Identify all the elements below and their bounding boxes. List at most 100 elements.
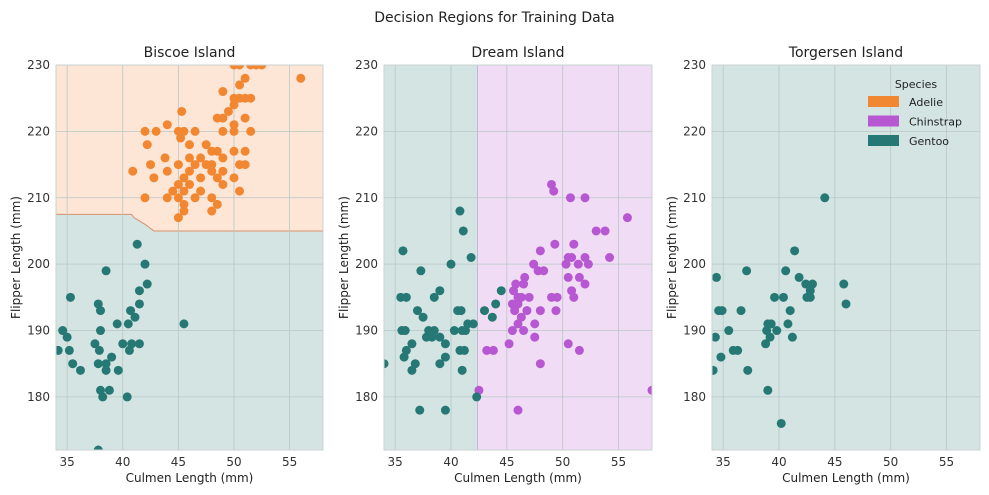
point-adelie [179, 173, 189, 183]
legend-swatch-adelie [868, 96, 899, 107]
y-tick-label: 210 [355, 191, 378, 205]
point-gentoo [134, 299, 144, 309]
point-gentoo [435, 332, 445, 342]
point-gentoo [101, 365, 111, 375]
point-gentoo [410, 359, 420, 369]
point-adelie [218, 166, 228, 176]
point-adelie [240, 113, 250, 123]
point-chinstrap [482, 345, 492, 355]
x-tick-label: 55 [611, 455, 626, 469]
point-adelie [173, 193, 183, 203]
y-tick-label: 210 [683, 191, 706, 205]
point-gentoo [743, 365, 753, 375]
point-chinstrap [569, 292, 579, 302]
panel-title: Biscoe Island [144, 45, 236, 61]
point-gentoo [118, 339, 128, 349]
y-tick-label: 220 [355, 124, 378, 138]
point-chinstrap [539, 266, 549, 276]
point-gentoo [736, 306, 746, 316]
point-adelie [179, 199, 189, 209]
y-tick-label: 190 [355, 324, 378, 338]
point-gentoo [113, 365, 123, 375]
point-adelie [218, 179, 228, 189]
point-adelie [229, 146, 239, 156]
point-chinstrap [549, 186, 559, 196]
point-chinstrap [530, 332, 540, 342]
point-gentoo [472, 392, 482, 402]
point-chinstrap [513, 299, 523, 309]
point-gentoo [407, 365, 417, 375]
point-gentoo [496, 286, 506, 296]
point-gentoo [407, 339, 417, 349]
y-tick-label: 180 [27, 390, 50, 404]
point-gentoo [123, 319, 133, 329]
point-adelie [151, 126, 161, 136]
point-adelie [190, 126, 200, 136]
x-tick-label: 35 [716, 455, 731, 469]
panel-title: Dream Island [471, 45, 564, 61]
point-gentoo [785, 306, 795, 316]
point-adelie [140, 193, 150, 203]
point-adelie [229, 126, 239, 136]
point-chinstrap [647, 385, 652, 395]
point-chinstrap [516, 312, 526, 322]
point-gentoo [98, 392, 108, 402]
point-adelie [173, 179, 183, 189]
point-chinstrap [580, 253, 590, 262]
region-gentoo [712, 65, 980, 450]
point-gentoo [112, 319, 122, 329]
panel-dream-island: 35 40 45 50 55 180 190 200 210 220 230 Dream Island… [337, 45, 653, 485]
point-adelie [212, 173, 222, 183]
point-gentoo [787, 332, 797, 342]
point-gentoo [459, 345, 469, 355]
point-gentoo [142, 279, 152, 289]
point-gentoo [398, 246, 408, 256]
y-tick-label: 230 [27, 58, 50, 72]
point-gentoo [820, 193, 830, 203]
point-chinstrap [550, 239, 560, 249]
point-adelie [229, 100, 239, 110]
point-adelie [207, 160, 217, 170]
point-chinstrap [522, 306, 532, 316]
point-gentoo [399, 352, 409, 362]
x-tick-label: 55 [939, 455, 954, 469]
x-tick-label: 50 [555, 455, 570, 469]
point-gentoo [455, 206, 465, 216]
point-gentoo [712, 272, 721, 282]
point-adelie [201, 140, 211, 150]
point-gentoo [64, 345, 74, 355]
figure-suptitle: Decision Regions for Training Data [374, 10, 615, 26]
axes-frame [383, 64, 653, 451]
point-gentoo [134, 339, 144, 349]
point-chinstrap [573, 259, 583, 269]
point-chinstrap [605, 253, 615, 262]
x-tick-label: 35 [59, 455, 74, 469]
point-gentoo [801, 279, 811, 289]
point-gentoo [435, 286, 445, 296]
y-tick-label: 200 [355, 257, 378, 271]
point-gentoo [384, 359, 389, 369]
point-gentoo [126, 306, 136, 316]
point-adelie [229, 120, 239, 130]
point-chinstrap [563, 339, 573, 349]
point-gentoo [56, 345, 63, 355]
point-adelie [162, 193, 172, 203]
point-adelie [240, 146, 250, 156]
legend: Species Adelie Chinstrap Gentoo [868, 78, 962, 148]
point-chinstrap [488, 345, 498, 355]
point-gentoo [127, 339, 137, 349]
point-gentoo [776, 418, 786, 428]
point-adelie [212, 146, 222, 156]
point-adelie [240, 160, 250, 170]
point-adelie [173, 213, 183, 223]
point-adelie [207, 166, 217, 176]
point-gentoo [96, 306, 105, 316]
point-chinstrap [574, 272, 584, 282]
y-tick-label: 220 [27, 124, 50, 138]
point-gentoo [766, 319, 776, 329]
point-gentoo [446, 259, 456, 269]
point-chinstrap [516, 292, 526, 302]
point-gentoo [772, 326, 782, 336]
point-gentoo [457, 365, 467, 375]
